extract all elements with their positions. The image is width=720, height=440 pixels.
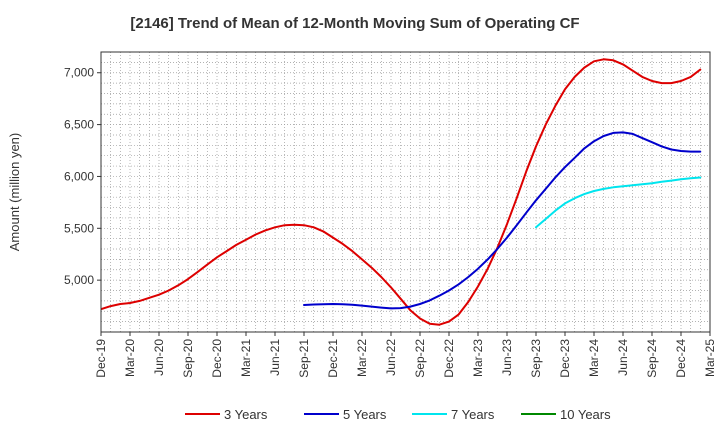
x-tick-label: Sep-20: [181, 339, 195, 378]
series-line-3-years: [101, 58, 702, 326]
y-tick-label: 5,500: [64, 221, 94, 235]
y-axis-label: Amount (million yen): [7, 133, 22, 252]
y-axis-ticks: 5,000 5,500 6,000 6,500 7,000: [64, 66, 101, 287]
x-tick-label: Sep-24: [645, 339, 659, 378]
legend: 3 Years 5 Years 7 Years 10 Years: [185, 407, 611, 422]
x-tick-label: Jun-21: [268, 339, 282, 376]
x-tick-label: Dec-22: [442, 339, 456, 378]
y-tick-label: 5,000: [64, 273, 94, 287]
x-tick-label: Jun-20: [152, 339, 166, 376]
x-tick-label: Mar-22: [355, 339, 369, 377]
series-layer: [101, 58, 702, 326]
axes: [100, 51, 711, 333]
y-tick-label: 7,000: [64, 66, 94, 80]
legend-label: 7 Years: [451, 407, 495, 422]
x-tick-label: Mar-21: [239, 339, 253, 377]
legend-label: 3 Years: [224, 407, 268, 422]
x-tick-label: Sep-23: [529, 339, 543, 378]
y-tick-label: 6,000: [64, 169, 94, 183]
series-line-7-years: [535, 176, 702, 229]
series-line-5-years: [303, 131, 702, 310]
x-tick-label: Dec-20: [210, 339, 224, 378]
x-tick-label: Mar-24: [587, 339, 601, 377]
plot-area: [101, 52, 710, 332]
x-tick-label: Dec-24: [674, 339, 688, 378]
x-tick-label: Sep-22: [413, 339, 427, 378]
x-tick-label: Sep-21: [297, 339, 311, 378]
chart-title: [2146] Trend of Mean of 12-Month Moving …: [130, 15, 579, 32]
x-tick-label: Mar-20: [123, 339, 137, 377]
legend-label: 5 Years: [343, 407, 387, 422]
x-tick-label: Dec-21: [326, 339, 340, 378]
x-tick-label: Jun-22: [384, 339, 398, 376]
plot-frame: [100, 51, 711, 333]
x-tick-label: Mar-25: [703, 339, 717, 377]
x-axis-ticks: Dec-19 Mar-20 Jun-20 Sep-20 Dec-20 Mar-21 Jun-…: [94, 332, 717, 378]
legend-label: 10 Years: [560, 407, 611, 422]
x-tick-label: Mar-23: [471, 339, 485, 377]
x-tick-label: Dec-23: [558, 339, 572, 378]
x-tick-label: Jun-24: [616, 339, 630, 376]
y-tick-label: 6,500: [64, 118, 94, 132]
plot-background: [101, 52, 710, 332]
x-tick-label: Dec-19: [94, 339, 108, 378]
x-tick-label: Jun-23: [500, 339, 514, 376]
